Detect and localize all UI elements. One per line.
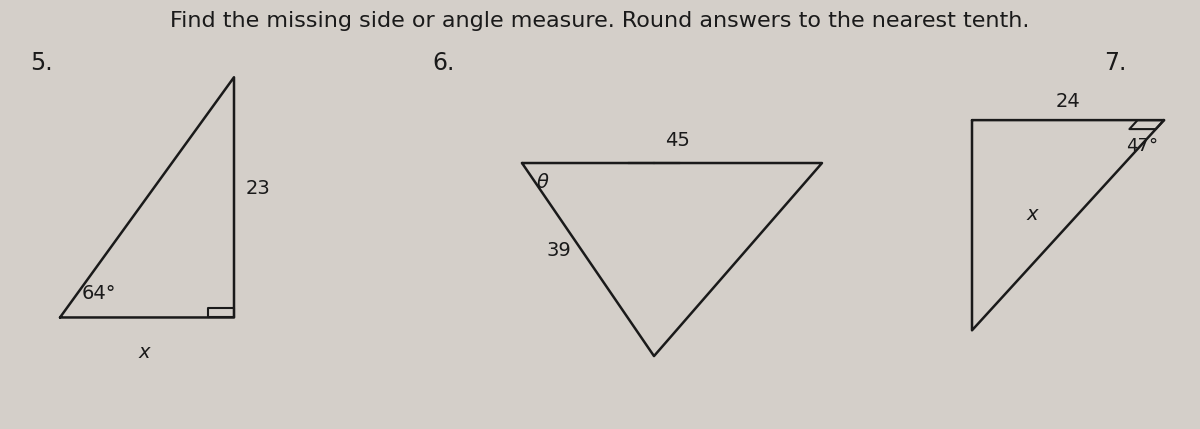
Text: 64°: 64° — [82, 284, 116, 303]
Text: Find the missing side or angle measure. Round answers to the nearest tenth.: Find the missing side or angle measure. … — [170, 11, 1030, 31]
Text: 24: 24 — [1056, 92, 1080, 111]
Text: 47°: 47° — [1126, 137, 1158, 155]
Text: 45: 45 — [666, 131, 690, 150]
Text: 5.: 5. — [30, 51, 53, 76]
Text: x: x — [138, 343, 150, 362]
Text: x: x — [1026, 205, 1038, 224]
Text: 6.: 6. — [432, 51, 455, 76]
Text: 39: 39 — [546, 242, 571, 260]
Text: 23: 23 — [246, 179, 271, 198]
Text: θ: θ — [536, 173, 548, 192]
Text: 7.: 7. — [1104, 51, 1127, 76]
